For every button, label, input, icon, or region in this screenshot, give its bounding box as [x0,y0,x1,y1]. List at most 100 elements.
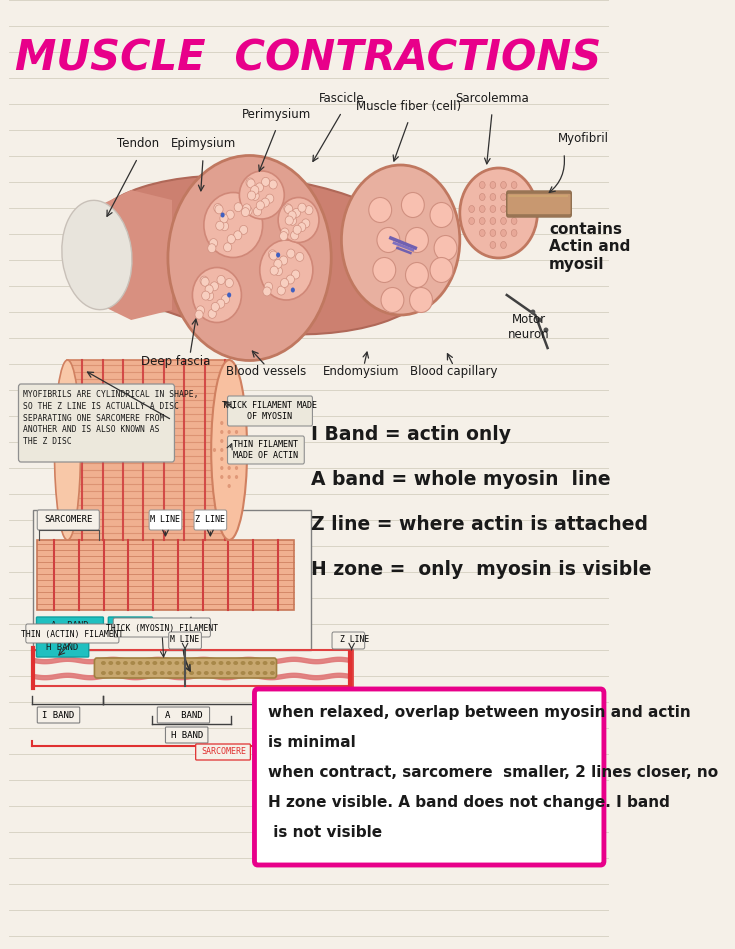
FancyBboxPatch shape [196,744,251,760]
Ellipse shape [261,198,269,207]
Text: SARCOMERE: SARCOMERE [44,515,93,525]
Ellipse shape [377,228,400,252]
Ellipse shape [284,204,292,213]
Text: Z LINE: Z LINE [196,515,226,525]
FancyBboxPatch shape [294,707,336,723]
Ellipse shape [227,292,232,297]
Ellipse shape [174,661,179,665]
Ellipse shape [115,661,121,665]
Ellipse shape [501,241,506,249]
Ellipse shape [262,177,270,186]
Ellipse shape [204,193,262,257]
FancyBboxPatch shape [113,618,210,637]
Ellipse shape [240,671,245,675]
Ellipse shape [215,205,223,214]
FancyBboxPatch shape [37,510,99,530]
Ellipse shape [293,209,301,217]
Ellipse shape [531,309,535,314]
Ellipse shape [279,232,288,240]
Ellipse shape [235,421,238,425]
Ellipse shape [220,213,225,217]
Ellipse shape [305,206,313,214]
Text: Z line = where actin is attached: Z line = where actin is attached [311,515,648,534]
Ellipse shape [228,457,231,461]
Ellipse shape [167,661,172,665]
Ellipse shape [204,671,209,675]
Ellipse shape [209,238,218,248]
Ellipse shape [205,285,213,294]
Ellipse shape [501,206,506,213]
Ellipse shape [512,206,517,213]
Ellipse shape [401,193,424,217]
Text: Fascicle: Fascicle [319,92,365,105]
Ellipse shape [234,231,242,240]
Text: THICK (MYOSIN) FILAMENT: THICK (MYOSIN) FILAMENT [106,623,218,632]
Ellipse shape [220,214,228,223]
Ellipse shape [235,466,238,470]
Ellipse shape [145,671,150,675]
Ellipse shape [490,181,495,189]
Ellipse shape [182,661,187,665]
FancyBboxPatch shape [506,193,571,215]
Ellipse shape [211,303,219,311]
Ellipse shape [248,671,253,675]
Ellipse shape [373,257,395,283]
Ellipse shape [221,294,229,304]
Polygon shape [90,190,172,320]
Ellipse shape [248,661,253,665]
Ellipse shape [228,439,231,443]
Ellipse shape [270,266,279,275]
Ellipse shape [193,268,241,323]
Text: Deep fascia: Deep fascia [141,355,211,368]
Ellipse shape [130,661,135,665]
Text: A band = whole myosin  line: A band = whole myosin line [311,470,611,489]
Text: I Band = actin only: I Band = actin only [311,425,511,444]
Ellipse shape [220,448,223,452]
FancyBboxPatch shape [169,632,201,649]
Ellipse shape [298,203,306,213]
Ellipse shape [220,430,223,434]
Ellipse shape [251,192,259,200]
Text: Blood capillary: Blood capillary [410,365,498,378]
Bar [37,540,295,610]
Text: THIN (ACTIN) FILAMENT: THIN (ACTIN) FILAMENT [21,629,123,639]
Ellipse shape [115,671,121,675]
Text: H BAND: H BAND [171,731,203,739]
Text: MUSCLE  CONTRACTIONS: MUSCLE CONTRACTIONS [15,37,601,79]
Text: Perimysium: Perimysium [242,108,311,121]
FancyBboxPatch shape [506,191,571,217]
Bar [33,510,311,650]
Ellipse shape [287,275,295,284]
Text: when relaxed, overlap between myosin and actin: when relaxed, overlap between myosin and… [268,705,690,720]
Ellipse shape [196,671,201,675]
Ellipse shape [233,671,238,675]
Ellipse shape [543,327,548,332]
Ellipse shape [168,156,331,361]
Ellipse shape [240,171,284,219]
Text: Z LINE: Z LINE [340,636,370,644]
Ellipse shape [278,197,319,243]
Ellipse shape [234,203,243,212]
Text: SARCOMERE: SARCOMERE [201,748,246,756]
Ellipse shape [235,439,238,443]
Ellipse shape [288,211,296,220]
Ellipse shape [214,203,222,213]
FancyBboxPatch shape [228,396,312,426]
Ellipse shape [479,206,485,213]
Ellipse shape [469,206,475,213]
Ellipse shape [479,194,485,200]
Ellipse shape [220,421,223,425]
Ellipse shape [369,197,392,222]
Ellipse shape [206,291,214,301]
Ellipse shape [284,205,293,214]
Text: Endomysium: Endomysium [323,365,400,378]
FancyBboxPatch shape [332,632,365,649]
Ellipse shape [213,448,216,452]
Ellipse shape [217,275,225,285]
Ellipse shape [196,306,204,315]
Ellipse shape [244,206,252,215]
Ellipse shape [152,671,157,675]
Ellipse shape [211,661,216,665]
Ellipse shape [287,249,295,258]
Ellipse shape [123,661,128,665]
